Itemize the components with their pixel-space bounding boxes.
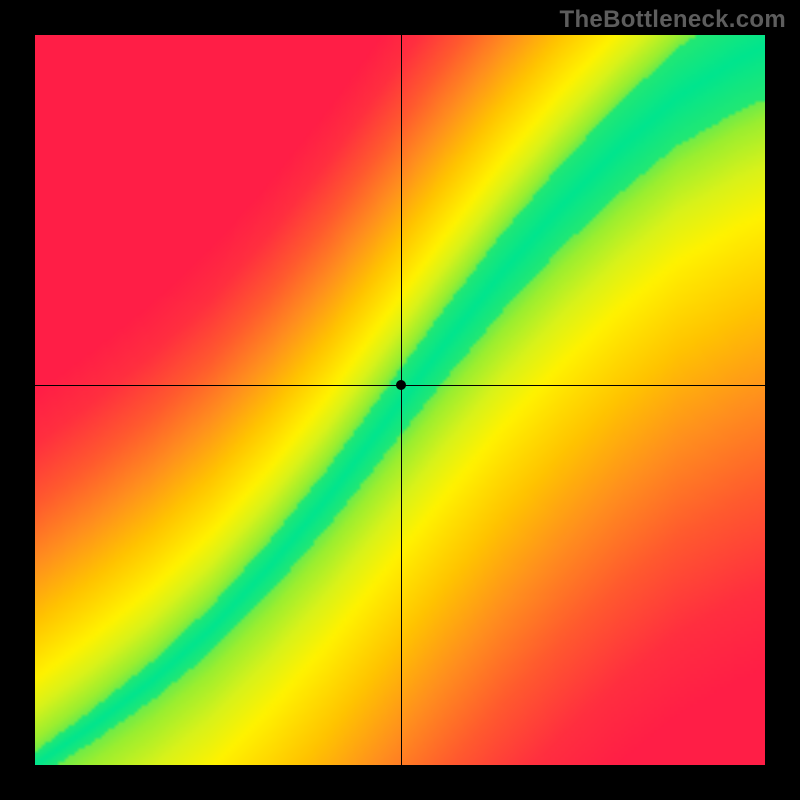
crosshair-marker	[396, 380, 406, 390]
bottleneck-heatmap	[35, 35, 765, 765]
crosshair-vertical	[401, 35, 402, 765]
watermark-text: TheBottleneck.com	[560, 6, 786, 34]
